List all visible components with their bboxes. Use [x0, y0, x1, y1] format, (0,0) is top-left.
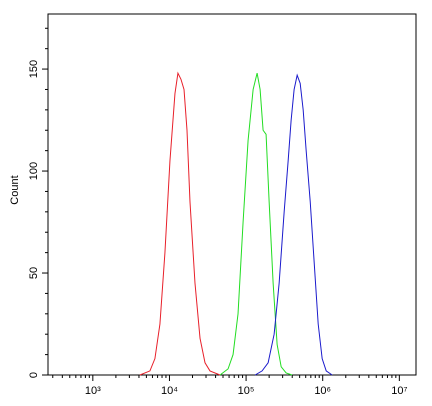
x-tick-label: 10⁴ [161, 385, 178, 397]
histogram-line [254, 73, 333, 376]
x-tick-label: 10³ [85, 385, 101, 397]
x-tick-label: 10⁵ [238, 385, 255, 397]
x-tick-label: 10⁷ [391, 385, 407, 397]
histogram-line [219, 73, 293, 376]
y-tick-label: 150 [28, 60, 40, 78]
histogram-line [139, 71, 221, 376]
y-tick-label: 50 [28, 267, 40, 279]
y-tick-label: 0 [28, 372, 40, 378]
x-tick-label: 10⁶ [314, 385, 331, 397]
y-axis-label: Count [9, 175, 21, 204]
plot-frame [47, 13, 417, 376]
y-tick-label: 100 [28, 162, 40, 180]
